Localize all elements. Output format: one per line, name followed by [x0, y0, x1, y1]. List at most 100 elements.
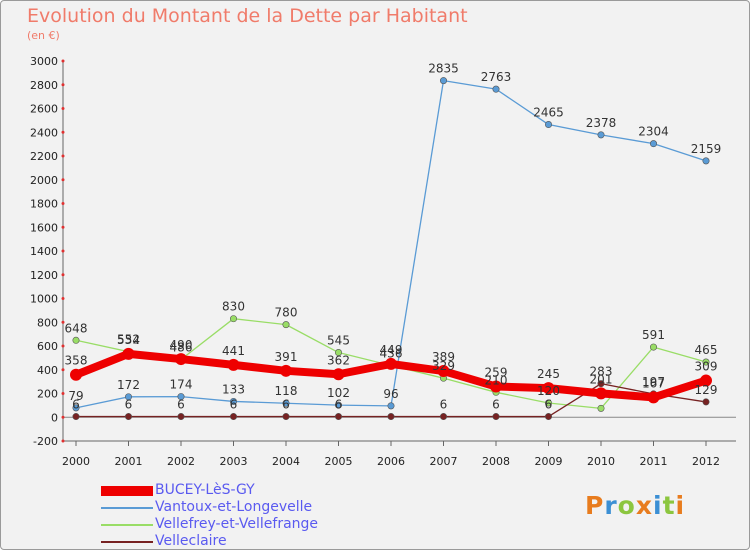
brand-letter: P: [585, 491, 605, 520]
x-tick-label: 2010: [587, 455, 615, 468]
y-tick-label: 1400: [30, 245, 58, 258]
y-tick-label: 200: [37, 388, 58, 401]
data-point: [439, 413, 447, 421]
brand-letter: x: [635, 491, 653, 520]
data-label: 6: [545, 398, 553, 412]
data-point: [230, 413, 238, 421]
legend-swatch: [101, 486, 153, 496]
x-tick-label: 2009: [535, 455, 563, 468]
data-point: [649, 343, 657, 351]
legend-label: Velleclaire: [155, 533, 227, 549]
y-tick-mark: [61, 273, 65, 277]
data-label: 780: [275, 306, 298, 320]
brand-letter: o: [617, 491, 636, 520]
y-tick-mark: [61, 249, 65, 253]
x-tick-label: 2002: [167, 455, 195, 468]
y-tick-mark: [61, 83, 65, 87]
data-point: [542, 382, 555, 395]
data-point: [649, 140, 657, 148]
y-tick-label: 600: [37, 340, 58, 353]
y-tick-label: 2400: [30, 126, 58, 139]
data-label: 197: [642, 375, 665, 389]
x-tick-label: 2005: [325, 455, 353, 468]
data-point: [177, 413, 185, 421]
data-point: [387, 413, 395, 421]
data-label: 486: [170, 341, 193, 355]
brand-letter: i: [653, 491, 663, 520]
data-point: [597, 131, 605, 139]
y-tick-mark: [61, 154, 65, 158]
legend-label: Vantoux-et-Longevelle: [155, 499, 313, 515]
data-point: [230, 315, 238, 323]
legend-swatch: [101, 507, 153, 509]
y-tick-mark: [61, 178, 65, 182]
data-label: 6: [177, 398, 185, 412]
y-tick-label: 400: [37, 364, 58, 377]
x-tick-label: 2006: [377, 455, 405, 468]
data-point: [280, 364, 292, 377]
data-label: 2378: [586, 116, 617, 130]
data-label: 309: [695, 360, 718, 374]
data-point: [70, 368, 82, 381]
data-point: [700, 374, 712, 387]
data-label: 210: [485, 373, 508, 387]
y-tick-mark: [61, 439, 65, 443]
x-tick-label: 2007: [430, 455, 458, 468]
data-point: [334, 349, 342, 357]
data-label: 102: [327, 386, 350, 400]
y-tick-mark: [61, 202, 65, 205]
y-tick-label: 1800: [30, 198, 58, 211]
data-label: 545: [327, 334, 350, 348]
y-tick-mark: [61, 130, 65, 134]
data-point: [387, 402, 395, 410]
data-label: 6: [440, 398, 448, 412]
data-label: 449: [380, 343, 403, 357]
legend-swatch: [101, 541, 153, 543]
y-tick-mark: [61, 392, 65, 395]
data-point: [334, 401, 342, 409]
y-tick-label: 2000: [30, 174, 58, 187]
y-tick-label: 2200: [30, 150, 58, 163]
data-label: 6: [492, 398, 500, 412]
x-tick-label: 2011: [640, 455, 668, 468]
chart-subtitle: (en €): [27, 29, 60, 42]
data-label: 201: [590, 372, 613, 386]
y-tick-label: 1000: [30, 293, 58, 306]
data-point: [175, 353, 187, 366]
y-tick-mark: [61, 297, 65, 300]
data-point: [72, 336, 80, 344]
data-point: [282, 321, 290, 329]
legend-label: Vellefrey-et-Vellefrange: [155, 516, 319, 532]
y-tick-mark: [61, 59, 65, 63]
data-label: 6: [72, 398, 80, 412]
data-point: [647, 391, 660, 404]
data-point: [544, 399, 552, 407]
data-point: [490, 380, 502, 393]
y-tick-mark: [61, 415, 65, 419]
y-tick-label: -200: [33, 435, 58, 448]
x-tick-label: 2000: [62, 455, 90, 468]
data-label: 391: [275, 350, 298, 364]
data-label: 245: [537, 367, 560, 381]
data-point: [492, 85, 500, 93]
legend-label: BUCEY-LèS-GY: [155, 482, 255, 498]
y-tick-mark: [61, 368, 65, 372]
data-label: 174: [170, 378, 193, 392]
data-label: 436: [380, 346, 403, 360]
data-label: 329: [432, 359, 455, 373]
data-label: 441: [222, 344, 245, 358]
data-point: [227, 358, 240, 371]
data-point: [385, 357, 397, 370]
y-tick-mark: [61, 225, 65, 229]
x-tick-label: 2004: [272, 455, 300, 468]
data-label: 830: [222, 300, 245, 314]
data-point: [230, 397, 238, 405]
y-tick-label: 800: [37, 316, 58, 329]
x-tick-label: 2001: [115, 455, 143, 468]
data-point: [72, 413, 80, 421]
data-label: 96: [383, 387, 398, 401]
brand-logo: Proxiti: [585, 491, 685, 520]
data-label: 552: [117, 333, 140, 347]
data-point: [702, 157, 710, 165]
